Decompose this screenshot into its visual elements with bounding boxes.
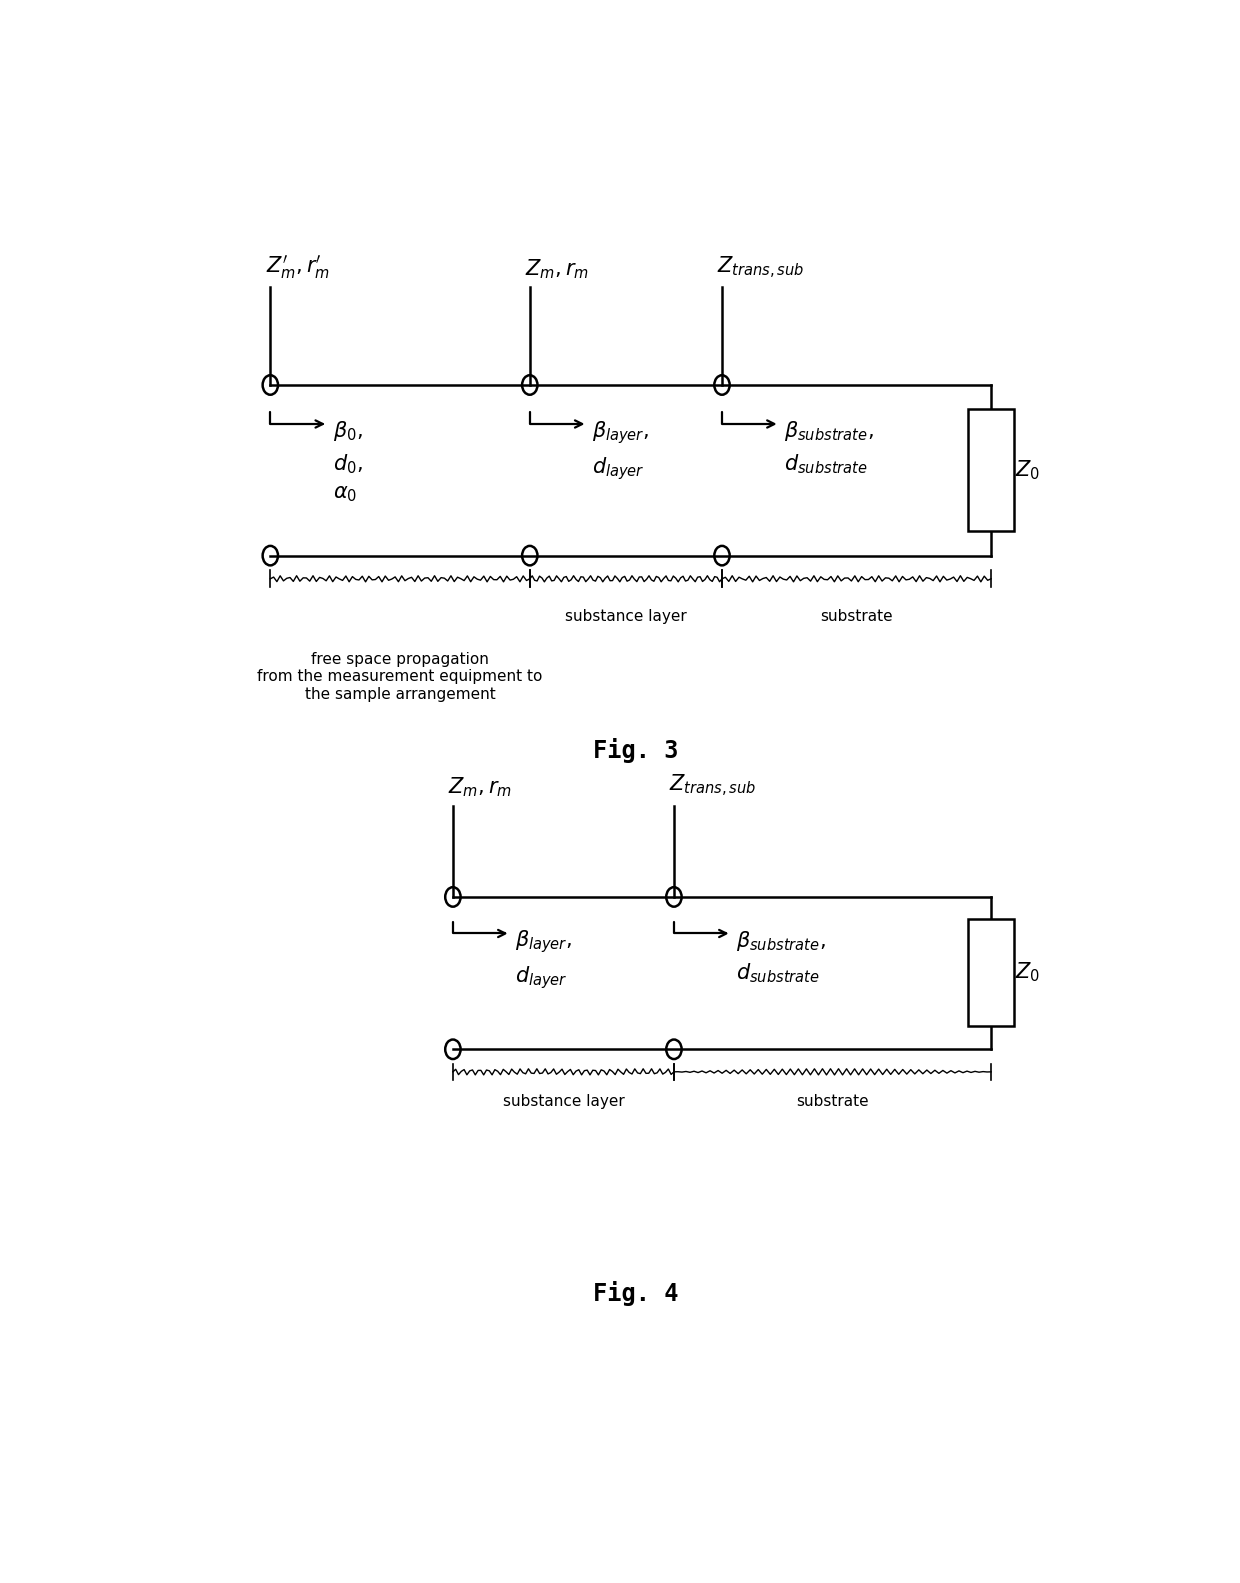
Bar <box>968 410 1014 532</box>
Text: substance layer: substance layer <box>502 1094 624 1110</box>
Text: $\beta_0,$
$d_0,$
$\alpha_0$: $\beta_0,$ $d_0,$ $\alpha_0$ <box>332 419 362 503</box>
Text: $\beta_{substrate},$
$d_{substrate}$: $\beta_{substrate},$ $d_{substrate}$ <box>785 419 874 476</box>
Text: $Z_0$: $Z_0$ <box>1016 459 1040 483</box>
Text: Fig. 4: Fig. 4 <box>593 1281 678 1306</box>
Text: $Z_{m}^{\prime}, r_{m}^{\prime}$: $Z_{m}^{\prime}, r_{m}^{\prime}$ <box>265 253 330 282</box>
Text: substance layer: substance layer <box>565 609 687 624</box>
Text: $Z_{trans,sub}$: $Z_{trans,sub}$ <box>717 255 805 282</box>
Text: free space propagation
from the measurement equipment to
the sample arrangement: free space propagation from the measurem… <box>258 652 543 701</box>
Text: $Z_0$: $Z_0$ <box>1016 961 1040 985</box>
Text: $Z_{m}, r_{m}$: $Z_{m}, r_{m}$ <box>525 258 589 282</box>
Text: $\beta_{substrate},$
$d_{substrate}$: $\beta_{substrate},$ $d_{substrate}$ <box>737 929 826 985</box>
Text: substrate: substrate <box>820 609 893 624</box>
Text: $\beta_{layer},$
$d_{layer}$: $\beta_{layer},$ $d_{layer}$ <box>593 419 650 481</box>
Text: substrate: substrate <box>796 1094 869 1110</box>
Text: $Z_{trans,sub}$: $Z_{trans,sub}$ <box>670 773 756 799</box>
Text: $Z_{m}, r_{m}$: $Z_{m}, r_{m}$ <box>448 776 512 799</box>
Bar <box>968 918 1014 1026</box>
Text: $\beta_{layer},$
$d_{layer}$: $\beta_{layer},$ $d_{layer}$ <box>516 929 573 991</box>
Text: Fig. 3: Fig. 3 <box>593 738 678 763</box>
